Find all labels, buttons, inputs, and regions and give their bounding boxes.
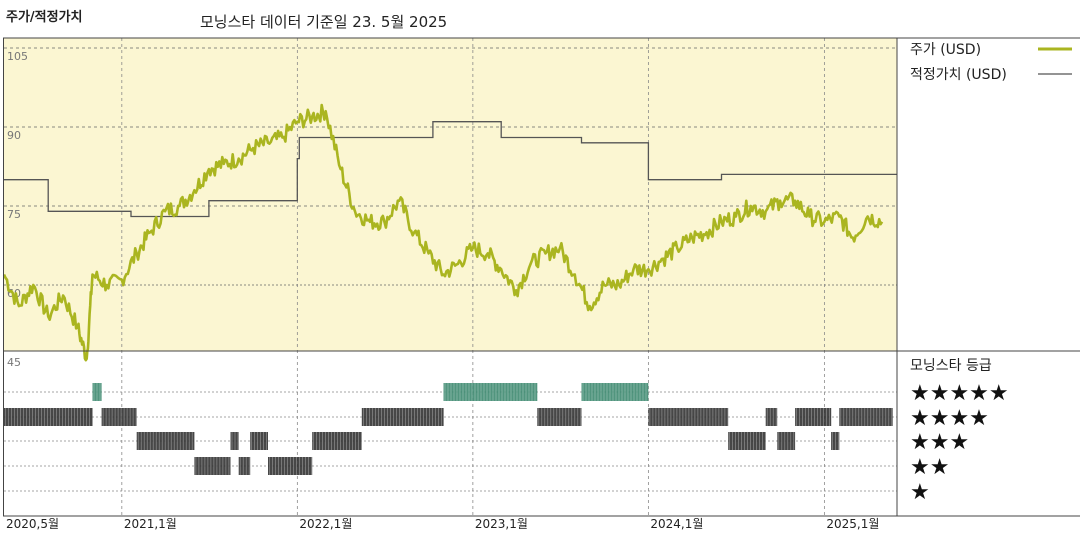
rating-segment bbox=[230, 432, 239, 450]
rating-segment bbox=[250, 432, 268, 450]
rating-segment bbox=[101, 408, 137, 426]
y-tick-label: 75 bbox=[7, 208, 21, 221]
rating-segment bbox=[136, 432, 195, 450]
x-tick-label: 2021,1월 bbox=[124, 517, 177, 531]
rating-segment bbox=[795, 408, 832, 426]
rating-timeline bbox=[4, 383, 893, 475]
rating-segment bbox=[765, 408, 778, 426]
rating-star-label: ★★★★ bbox=[910, 406, 989, 431]
rating-star-label: ★★★★★ bbox=[910, 381, 1009, 406]
rating-segment bbox=[194, 457, 231, 475]
x-tick-labels: 2020,5월 2021,1월 2022,1월 2023,1월 2024,1월 2025,… bbox=[6, 517, 879, 531]
rating-segment bbox=[537, 408, 582, 426]
x-tick-label: 2024,1월 bbox=[650, 517, 703, 531]
series-lines bbox=[2, 103, 897, 362]
rating-segment bbox=[312, 432, 363, 450]
rating-segment bbox=[581, 383, 649, 401]
rating-segment bbox=[831, 432, 840, 450]
rating-segment bbox=[361, 408, 444, 426]
legend-fair-value-label: 적정가치 (USD) bbox=[910, 67, 1007, 83]
plot-background bbox=[3, 38, 897, 351]
grid-lines bbox=[4, 38, 897, 516]
rating-title: 모닝스타 등급 bbox=[910, 358, 992, 374]
rating-segment bbox=[238, 457, 251, 475]
chart-subtitle: 모닝스타 데이터 기준일 23. 5월 2025 bbox=[200, 13, 447, 31]
fair-value-line bbox=[4, 121, 897, 218]
rating-segment bbox=[268, 457, 313, 475]
y-tick-label: 90 bbox=[7, 129, 21, 142]
x-tick-label: 2022,1월 bbox=[299, 517, 352, 531]
x-tick-label: 2023,1월 bbox=[475, 517, 528, 531]
rating-segment bbox=[648, 408, 729, 426]
rating-star-label: ★★ bbox=[910, 455, 949, 480]
legend-price-label: 주가 (USD) bbox=[910, 42, 981, 58]
chart-title: 주가/적정가치 bbox=[6, 9, 83, 25]
x-tick-label: 2025,1월 bbox=[826, 517, 879, 531]
rating-star-labels: ★★★★★★★★★★★★★★★ bbox=[910, 381, 1009, 505]
rating-segment bbox=[92, 383, 102, 401]
rating-segment bbox=[777, 432, 796, 450]
rating-segment bbox=[728, 432, 767, 450]
rating-segment bbox=[839, 408, 893, 426]
rating-segment bbox=[4, 408, 93, 426]
rating-segment bbox=[443, 383, 538, 401]
rating-star-label: ★ bbox=[910, 480, 930, 505]
y-tick-label: 105 bbox=[7, 50, 28, 63]
rating-star-label: ★★★ bbox=[910, 430, 969, 455]
y-tick-label: 45 bbox=[7, 356, 21, 369]
x-tick-label: 2020,5월 bbox=[6, 517, 59, 531]
legend: 주가 (USD) 적정가치 (USD) 모닝스타 등급 ★★★★★★★★★★★★… bbox=[910, 42, 1072, 505]
price-line bbox=[2, 103, 884, 362]
